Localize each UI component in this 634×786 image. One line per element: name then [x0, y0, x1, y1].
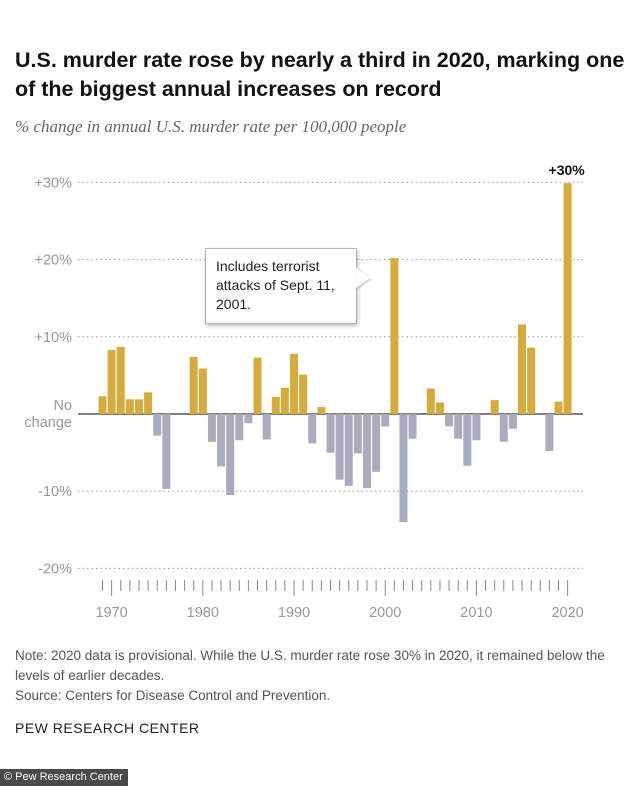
brand-name: PEW RESEARCH CENTER	[15, 720, 200, 736]
bar	[253, 357, 262, 414]
y-tick-label: +30%	[35, 175, 73, 191]
bar	[554, 401, 563, 414]
image-credit: © Pew Research Center	[0, 769, 128, 786]
y-tick-label: -20%	[38, 561, 72, 577]
bar	[262, 414, 271, 440]
y-tick-label: +10%	[35, 330, 73, 346]
bar	[454, 414, 463, 439]
bar	[545, 414, 554, 452]
chart-subtitle: % change in annual U.S. murder rate per …	[15, 117, 407, 136]
bar	[353, 414, 362, 454]
bar	[207, 414, 216, 442]
bar	[153, 414, 162, 436]
bar	[290, 353, 299, 414]
x-tick-label: 2000	[369, 605, 401, 621]
bar	[226, 414, 235, 496]
bar	[335, 414, 344, 480]
bars	[98, 183, 572, 523]
x-tick-label: 1980	[187, 605, 219, 621]
bar	[362, 414, 371, 489]
bar	[435, 402, 444, 414]
bar	[217, 414, 226, 467]
x-axis: 1970 1980 1990 2000 2010 2020	[95, 580, 584, 621]
bar	[390, 258, 399, 414]
bar-chart: -20% -10% No change +10% +20% +30% 1970 1980 199…	[24, 162, 586, 621]
data-labels: +30%	[549, 162, 586, 178]
bar	[198, 368, 207, 414]
callout-pointer	[356, 268, 370, 288]
annotation-text: Includes terrorist attacks of Sept. 11, …	[216, 258, 335, 312]
x-tick-label: 1970	[95, 605, 127, 621]
gridlines	[78, 181, 583, 569]
bar	[426, 388, 435, 414]
bar	[527, 347, 536, 414]
bar	[463, 414, 472, 466]
bar	[244, 414, 253, 424]
x-tick-label: 2010	[460, 605, 492, 621]
bar	[499, 414, 508, 442]
bar	[563, 183, 572, 414]
bar	[98, 396, 107, 414]
bar	[189, 356, 198, 414]
data-label: +30%	[549, 162, 586, 178]
bar	[134, 399, 143, 414]
bar	[472, 414, 481, 441]
y-tick-label: No change	[24, 398, 72, 431]
bar	[317, 407, 326, 414]
bar	[308, 414, 317, 444]
bar	[508, 414, 517, 429]
bar	[399, 414, 408, 523]
bar	[299, 374, 308, 414]
bar	[445, 414, 454, 427]
x-tick-label: 2020	[551, 605, 583, 621]
footnote: Note: 2020 data is provisional. While th…	[15, 646, 615, 706]
note-text: Note: 2020 data is provisional. While th…	[15, 648, 605, 683]
bar	[144, 392, 153, 414]
bar	[280, 387, 289, 414]
chart-title: U.S. murder rate rose by nearly a third …	[15, 48, 625, 101]
bar	[372, 414, 381, 472]
bar	[271, 397, 280, 414]
y-tick-label: +20%	[35, 253, 73, 269]
bar	[125, 399, 134, 414]
x-tick-label: 1990	[278, 605, 310, 621]
bar	[490, 400, 499, 414]
bar	[107, 349, 116, 414]
y-axis-labels: -20% -10% No change +10% +20% +30%	[24, 175, 72, 577]
bar	[235, 414, 244, 441]
y-tick-label: -10%	[38, 484, 72, 500]
bar	[381, 414, 390, 427]
bar	[518, 324, 527, 414]
bar	[116, 346, 125, 414]
bar	[326, 414, 335, 453]
annotation-callout: Includes terrorist attacks of Sept. 11, …	[205, 248, 357, 324]
source-text: Source: Centers for Disease Control and …	[15, 688, 331, 703]
bar	[162, 414, 171, 489]
bar	[344, 414, 353, 486]
bar	[408, 414, 417, 439]
